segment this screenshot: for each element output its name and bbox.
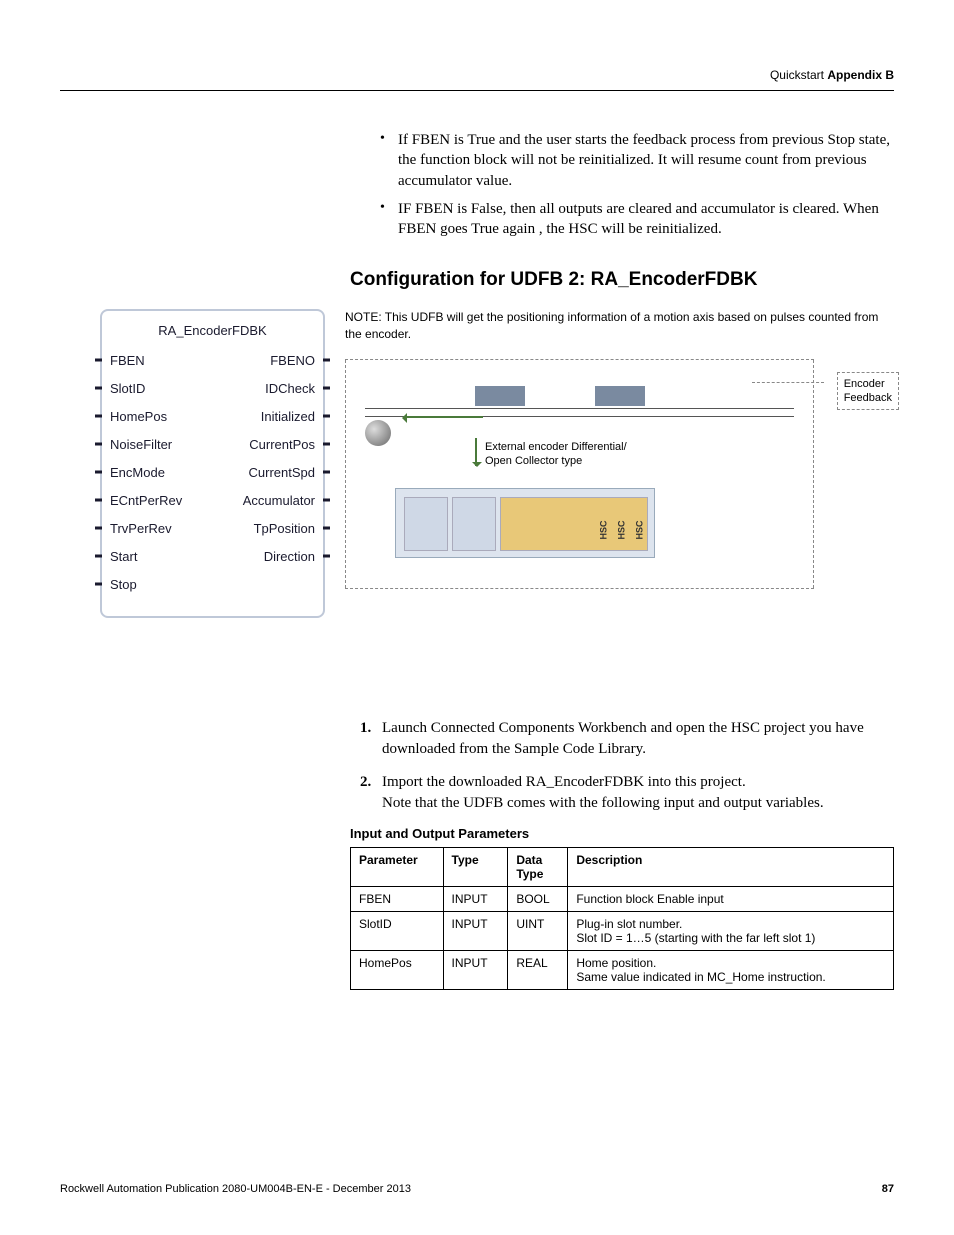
table-cell: Function block Enable input	[568, 887, 894, 912]
fb-input: Start	[110, 549, 137, 564]
step-item: 2. Import the downloaded RA_EncoderFDBK …	[360, 772, 894, 814]
table-cell: BOOL	[508, 887, 568, 912]
plc-module	[404, 497, 448, 551]
table-header: Data Type	[508, 848, 568, 887]
table-cell: INPUT	[443, 912, 508, 951]
conveyor-graphic	[365, 378, 794, 418]
table-cell: INPUT	[443, 887, 508, 912]
fb-row: EncMode CurrentSpd	[110, 458, 315, 486]
fb-input: HomePos	[110, 409, 167, 424]
fb-title: RA_EncoderFDBK	[110, 323, 315, 338]
bullet-text: IF FBEN is False, then all outputs are c…	[398, 199, 894, 240]
hsc-label: HSC	[599, 520, 609, 539]
fb-input: SlotID	[110, 381, 145, 396]
parameters-table: Parameter Type Data Type Description FBE…	[350, 847, 894, 990]
encoder-diagram: Encoder Feedback External encoder Differ…	[345, 359, 814, 589]
fb-row: TrvPerRev TpPosition	[110, 514, 315, 542]
fb-row: NoiseFilter CurrentPos	[110, 430, 315, 458]
page-content: • If FBEN is True and the user starts th…	[60, 130, 894, 990]
step-number: 2.	[360, 772, 382, 814]
step-text: Import the downloaded RA_EncoderFDBK int…	[382, 772, 824, 814]
fb-input: EncMode	[110, 465, 165, 480]
step-number: 1.	[360, 718, 382, 760]
conveyor-line	[365, 408, 794, 409]
section-heading: Configuration for UDFB 2: RA_EncoderFDBK	[350, 269, 894, 291]
table-title: Input and Output Parameters	[350, 826, 894, 841]
footer-publication: Rockwell Automation Publication 2080-UM0…	[60, 1183, 411, 1195]
bullet-item: • IF FBEN is False, then all outputs are…	[380, 199, 894, 240]
bullet-dot-icon: •	[380, 199, 398, 240]
page-header: Quickstart Appendix B	[770, 68, 894, 82]
fb-row: SlotID IDCheck	[110, 374, 315, 402]
arrow-down-icon	[475, 438, 477, 466]
steps-list: 1. Launch Connected Components Workbench…	[360, 718, 894, 814]
note-text: NOTE: This UDFB will get the positioning…	[345, 309, 894, 343]
fb-row: HomePos Initialized	[110, 402, 315, 430]
two-column-layout: RA_EncoderFDBK FBEN FBENO SlotID IDCheck H…	[60, 309, 894, 618]
table-header: Parameter	[351, 848, 444, 887]
header-rule	[60, 90, 894, 91]
table-header: Type	[443, 848, 508, 887]
fb-row: Start Direction	[110, 542, 315, 570]
fb-output: Direction	[264, 549, 315, 564]
enc-text-line1: External encoder Differential/	[485, 441, 627, 453]
arrow-left-icon	[403, 416, 483, 418]
header-prefix: Quickstart	[770, 68, 824, 82]
plc-graphic: HSC HSC HSC	[395, 488, 655, 558]
table-header: Description	[568, 848, 894, 887]
hsc-label: HSC	[617, 520, 627, 539]
page-footer: Rockwell Automation Publication 2080-UM0…	[60, 1183, 894, 1195]
bullet-dot-icon: •	[380, 130, 398, 191]
bullet-text: If FBEN is True and the user starts the …	[398, 130, 894, 191]
table-cell: FBEN	[351, 887, 444, 912]
fb-input: Stop	[110, 577, 137, 592]
table-row: HomePos INPUT REAL Home position. Same v…	[351, 951, 894, 990]
right-column: NOTE: This UDFB will get the positioning…	[345, 309, 894, 618]
table-cell: UINT	[508, 912, 568, 951]
step-text: Launch Connected Components Workbench an…	[382, 718, 894, 760]
enc-label-line2: Feedback	[844, 392, 892, 404]
table-cell: INPUT	[443, 951, 508, 990]
fb-output: FBENO	[270, 353, 315, 368]
table-row: FBEN INPUT BOOL Function block Enable in…	[351, 887, 894, 912]
fb-row: FBEN FBENO	[110, 346, 315, 374]
table-row: SlotID INPUT UINT Plug-in slot number. S…	[351, 912, 894, 951]
function-block-diagram: RA_EncoderFDBK FBEN FBENO SlotID IDCheck H…	[100, 309, 325, 618]
footer-page-number: 87	[882, 1183, 894, 1195]
fb-input: TrvPerRev	[110, 521, 172, 536]
table-cell: Plug-in slot number. Slot ID = 1…5 (star…	[568, 912, 894, 951]
enc-label-line1: Encoder	[844, 378, 885, 390]
table-cell: SlotID	[351, 912, 444, 951]
bullet-list: • If FBEN is True and the user starts th…	[380, 130, 894, 239]
table-cell: REAL	[508, 951, 568, 990]
connector-line	[752, 382, 824, 383]
table-cell: Home position. Same value indicated in M…	[568, 951, 894, 990]
header-appendix: Appendix B	[827, 68, 894, 82]
fb-output: CurrentSpd	[249, 465, 315, 480]
fb-input: FBEN	[110, 353, 145, 368]
fb-output: IDCheck	[265, 381, 315, 396]
plc-module	[452, 497, 496, 551]
step-item: 1. Launch Connected Components Workbench…	[360, 718, 894, 760]
fb-input: ECntPerRev	[110, 493, 182, 508]
conveyor-block	[475, 386, 525, 406]
table-header-row: Parameter Type Data Type Description	[351, 848, 894, 887]
encoder-knob-icon	[365, 420, 391, 446]
fb-output: CurrentPos	[249, 437, 315, 452]
hsc-label: HSC	[635, 520, 645, 539]
table-cell: HomePos	[351, 951, 444, 990]
fb-row: ECntPerRev Accumulator	[110, 486, 315, 514]
bullet-item: • If FBEN is True and the user starts th…	[380, 130, 894, 191]
fb-output: Accumulator	[243, 493, 315, 508]
fb-output: TpPosition	[254, 521, 315, 536]
fb-input: NoiseFilter	[110, 437, 172, 452]
enc-text-line2: Open Collector type	[485, 455, 582, 467]
encoder-type-label: External encoder Differential/ Open Coll…	[485, 440, 627, 469]
fb-output: Initialized	[261, 409, 315, 424]
conveyor-block	[595, 386, 645, 406]
fb-row: Stop	[110, 570, 315, 598]
encoder-feedback-label: Encoder Feedback	[837, 372, 899, 411]
